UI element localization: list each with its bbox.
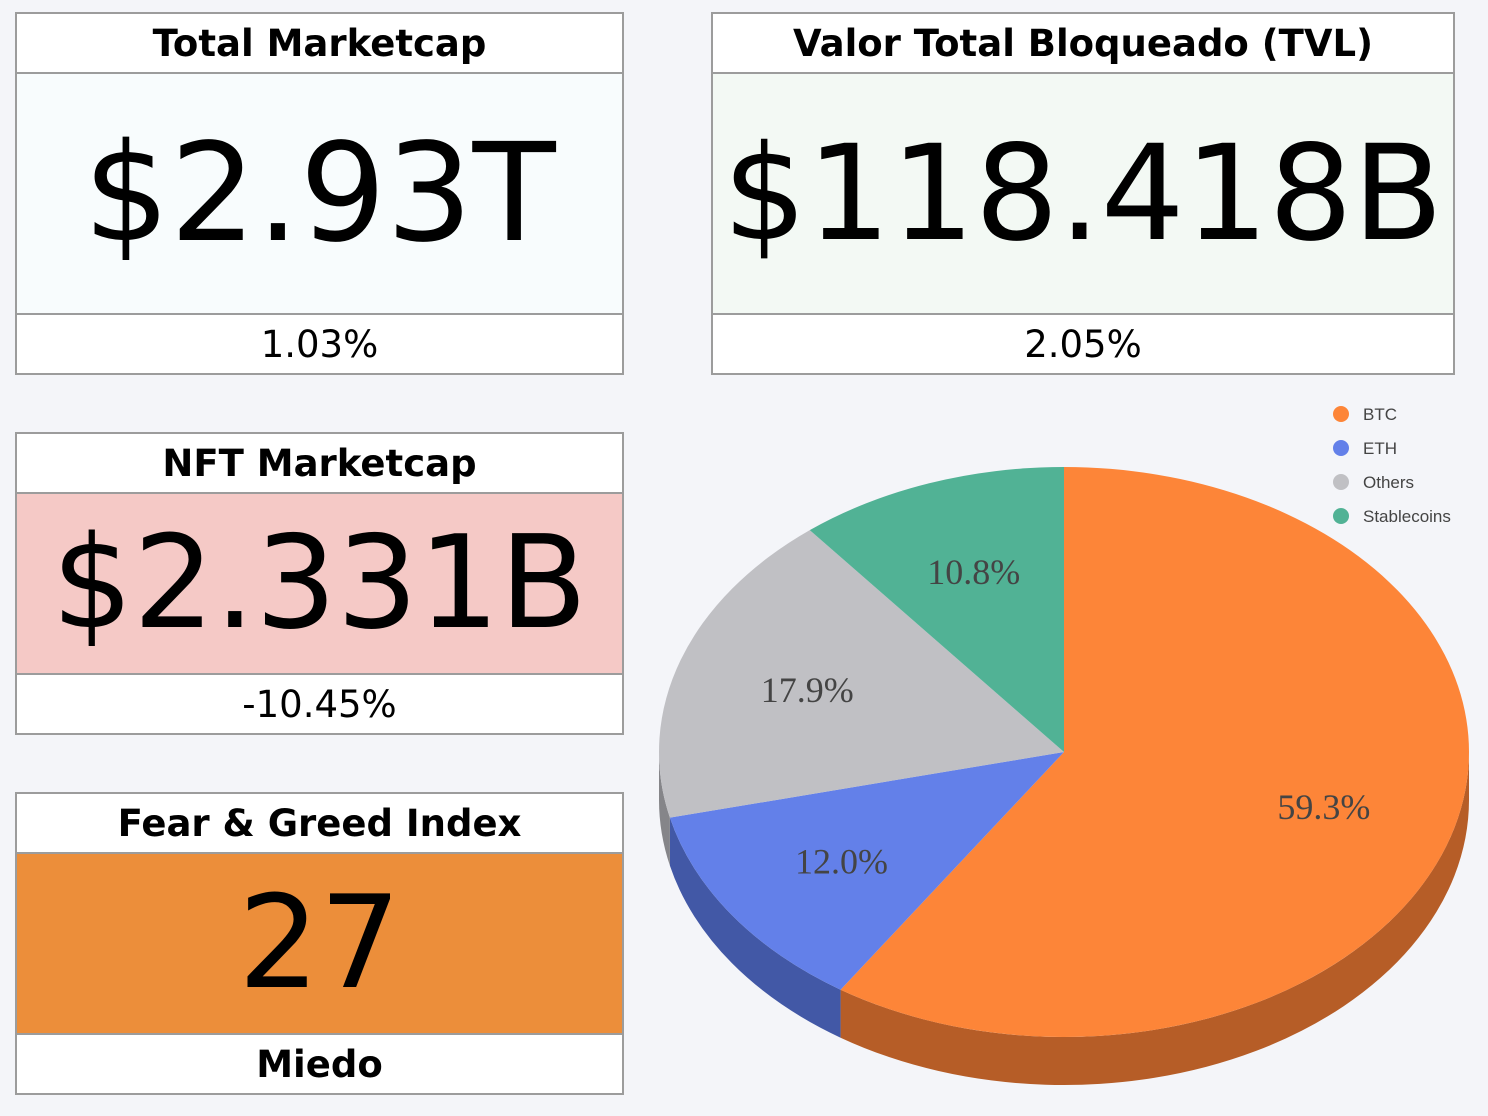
tvl-title: Valor Total Bloqueado (TVL): [713, 14, 1453, 74]
total-marketcap-title: Total Marketcap: [17, 14, 622, 74]
legend-label-stablecoins[interactable]: Stablecoins: [1363, 507, 1451, 526]
pie-label-stablecoins: 10.8%: [927, 552, 1020, 592]
pie-slice-others[interactable]: [659, 530, 1064, 818]
nft-marketcap-card: NFT Marketcap $2.331B -10.45%: [15, 432, 624, 735]
pie-slice-eth[interactable]: [669, 752, 1064, 990]
pie-slice-btc[interactable]: [840, 467, 1469, 1037]
pie-label-eth: 12.0%: [795, 841, 888, 881]
fear-greed-title: Fear & Greed Index: [17, 794, 622, 854]
pie-slice-stablecoins[interactable]: [809, 467, 1064, 752]
legend-swatch-stablecoins: [1333, 508, 1349, 524]
legend-swatch-btc: [1333, 406, 1349, 422]
fear-greed-label: Miedo: [17, 1033, 622, 1093]
total-marketcap-value: $2.93T: [17, 74, 622, 313]
total-marketcap-change: 1.03%: [17, 313, 622, 373]
fear-greed-value: 27: [17, 854, 622, 1033]
legend-label-btc[interactable]: BTC: [1363, 405, 1397, 424]
tvl-card: Valor Total Bloqueado (TVL) $118.418B 2.…: [711, 12, 1455, 375]
pie-side-btc: [840, 752, 1469, 1085]
pie-side-others: [659, 752, 670, 866]
pie-label-btc: 59.3%: [1277, 787, 1370, 827]
dominance-pie-chart: 59.3% 12.0% 17.9% 10.8% BTC ETH Others Stablec…: [640, 390, 1488, 1116]
legend-swatch-others: [1333, 474, 1349, 490]
nft-marketcap-title: NFT Marketcap: [17, 434, 622, 494]
tvl-change: 2.05%: [713, 313, 1453, 373]
nft-marketcap-change: -10.45%: [17, 673, 622, 733]
fear-greed-card: Fear & Greed Index 27 Miedo: [15, 792, 624, 1095]
total-marketcap-card: Total Marketcap $2.93T 1.03%: [15, 12, 624, 375]
pie-label-others: 17.9%: [761, 670, 854, 710]
legend-label-others[interactable]: Others: [1363, 473, 1414, 492]
legend-label-eth[interactable]: ETH: [1363, 439, 1397, 458]
nft-marketcap-value: $2.331B: [17, 494, 622, 673]
tvl-value: $118.418B: [713, 74, 1453, 313]
pie-chart-svg: 59.3% 12.0% 17.9% 10.8% BTC ETH Others Stablec…: [659, 405, 1469, 1085]
pie-side-eth: [669, 817, 841, 1038]
legend-swatch-eth: [1333, 440, 1349, 456]
